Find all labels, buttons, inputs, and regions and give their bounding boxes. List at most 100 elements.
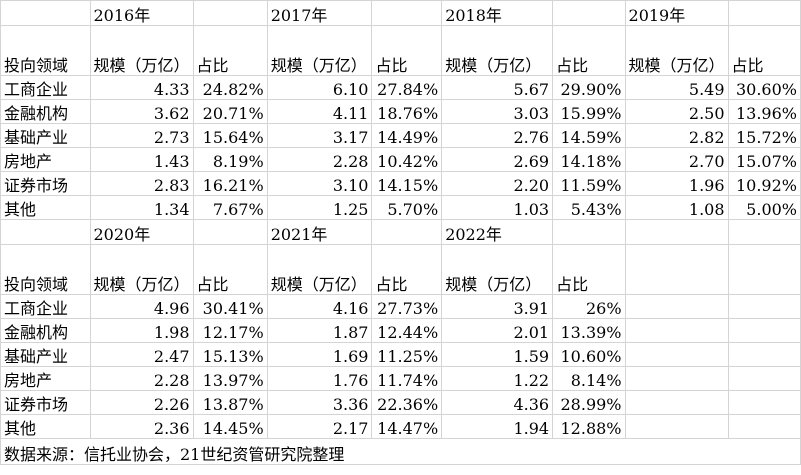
scale-value[interactable]: 2.28	[266, 147, 373, 172]
column-header-share[interactable]: 占比	[192, 25, 268, 76]
scale-value[interactable]: 4.96	[89, 294, 194, 319]
share-value[interactable]: 15.07%	[727, 147, 801, 172]
empty-cell[interactable]	[552, 219, 626, 245]
share-value[interactable]: 8.14%	[552, 366, 626, 391]
empty-cell[interactable]	[371, 219, 443, 245]
column-header-domain[interactable]: 投向领域	[0, 25, 91, 76]
scale-value[interactable]: 2.01	[441, 318, 554, 343]
column-header-share[interactable]: 占比	[192, 244, 268, 295]
column-header-domain[interactable]: 投向领域	[0, 244, 91, 295]
year-label[interactable]: 2017年	[266, 0, 373, 26]
share-value[interactable]: 12.44%	[371, 318, 443, 343]
domain-name[interactable]: 工商企业	[0, 75, 91, 100]
empty-cell[interactable]	[624, 219, 729, 245]
share-value[interactable]: 20.71%	[192, 99, 268, 124]
share-value[interactable]: 7.67%	[192, 195, 268, 220]
share-value[interactable]: 14.45%	[192, 414, 268, 439]
column-header-share[interactable]: 占比	[371, 244, 443, 295]
empty-cell[interactable]	[727, 342, 801, 367]
column-header-share[interactable]: 占比	[552, 25, 626, 76]
domain-name[interactable]: 基础产业	[0, 123, 91, 148]
column-header-scale[interactable]: 规模（万亿）	[89, 244, 194, 295]
scale-value[interactable]: 1.25	[266, 195, 373, 220]
share-value[interactable]: 11.59%	[552, 171, 626, 196]
share-value[interactable]: 11.74%	[371, 366, 443, 391]
scale-value[interactable]: 1.69	[266, 342, 373, 367]
share-value[interactable]: 13.87%	[192, 390, 268, 415]
domain-name[interactable]: 金融机构	[0, 318, 91, 343]
scale-value[interactable]: 3.36	[266, 390, 373, 415]
scale-value[interactable]: 5.67	[441, 75, 554, 100]
empty-cell[interactable]	[0, 0, 91, 26]
empty-cell[interactable]	[727, 390, 801, 415]
share-value[interactable]: 30.60%	[727, 75, 801, 100]
share-value[interactable]: 14.47%	[371, 414, 443, 439]
share-value[interactable]: 14.59%	[552, 123, 626, 148]
domain-name[interactable]: 工商企业	[0, 294, 91, 319]
scale-value[interactable]: 2.83	[89, 171, 194, 196]
scale-value[interactable]: 6.10	[266, 75, 373, 100]
scale-value[interactable]: 5.49	[624, 75, 729, 100]
domain-name[interactable]: 基础产业	[0, 342, 91, 367]
empty-cell[interactable]	[552, 0, 626, 26]
year-label[interactable]: 2016年	[89, 0, 194, 26]
scale-value[interactable]: 3.03	[441, 99, 554, 124]
empty-cell[interactable]	[727, 318, 801, 343]
share-value[interactable]: 30.41%	[192, 294, 268, 319]
scale-value[interactable]: 3.10	[266, 171, 373, 196]
empty-cell[interactable]	[624, 294, 729, 319]
scale-value[interactable]: 4.33	[89, 75, 194, 100]
column-header-scale[interactable]: 规模（万亿）	[441, 244, 554, 295]
domain-name[interactable]: 房地产	[0, 366, 91, 391]
scale-value[interactable]: 2.26	[89, 390, 194, 415]
scale-value[interactable]: 1.22	[441, 366, 554, 391]
scale-value[interactable]: 1.03	[441, 195, 554, 220]
scale-value[interactable]: 3.62	[89, 99, 194, 124]
year-label[interactable]: 2021年	[266, 219, 373, 245]
share-value[interactable]: 22.36%	[371, 390, 443, 415]
column-header-share[interactable]: 占比	[371, 25, 443, 76]
column-header-scale[interactable]: 规模（万亿）	[266, 25, 373, 76]
share-value[interactable]: 24.82%	[192, 75, 268, 100]
scale-value[interactable]: 1.34	[89, 195, 194, 220]
empty-cell[interactable]	[727, 414, 801, 439]
domain-name[interactable]: 金融机构	[0, 99, 91, 124]
column-header-share[interactable]: 占比	[552, 244, 626, 295]
domain-name[interactable]: 其他	[0, 414, 91, 439]
share-value[interactable]: 14.15%	[371, 171, 443, 196]
empty-cell[interactable]	[624, 414, 729, 439]
year-label[interactable]: 2019年	[624, 0, 729, 26]
share-value[interactable]: 13.97%	[192, 366, 268, 391]
empty-cell[interactable]	[0, 219, 91, 245]
scale-value[interactable]: 4.36	[441, 390, 554, 415]
share-value[interactable]: 8.19%	[192, 147, 268, 172]
scale-value[interactable]: 2.76	[441, 123, 554, 148]
domain-name[interactable]: 证券市场	[0, 390, 91, 415]
column-header-scale[interactable]: 规模（万亿）	[441, 25, 554, 76]
scale-value[interactable]: 2.50	[624, 99, 729, 124]
empty-cell[interactable]	[192, 0, 268, 26]
share-value[interactable]: 5.70%	[371, 195, 443, 220]
scale-value[interactable]: 1.59	[441, 342, 554, 367]
domain-name[interactable]: 证券市场	[0, 171, 91, 196]
scale-value[interactable]: 1.76	[266, 366, 373, 391]
share-value[interactable]: 15.99%	[552, 99, 626, 124]
share-value[interactable]: 29.90%	[552, 75, 626, 100]
scale-value[interactable]: 1.94	[441, 414, 554, 439]
share-value[interactable]: 11.25%	[371, 342, 443, 367]
share-value[interactable]: 28.99%	[552, 390, 626, 415]
scale-value[interactable]: 4.11	[266, 99, 373, 124]
domain-name[interactable]: 房地产	[0, 147, 91, 172]
share-value[interactable]: 12.88%	[552, 414, 626, 439]
share-value[interactable]: 13.39%	[552, 318, 626, 343]
share-value[interactable]: 5.00%	[727, 195, 801, 220]
share-value[interactable]: 15.13%	[192, 342, 268, 367]
year-label[interactable]: 2018年	[441, 0, 554, 26]
column-header-share[interactable]: 占比	[727, 25, 801, 76]
column-header-scale[interactable]: 规模（万亿）	[624, 25, 729, 76]
scale-value[interactable]: 1.96	[624, 171, 729, 196]
scale-value[interactable]: 2.47	[89, 342, 194, 367]
empty-cell[interactable]	[624, 390, 729, 415]
share-value[interactable]: 10.42%	[371, 147, 443, 172]
scale-value[interactable]: 1.43	[89, 147, 194, 172]
